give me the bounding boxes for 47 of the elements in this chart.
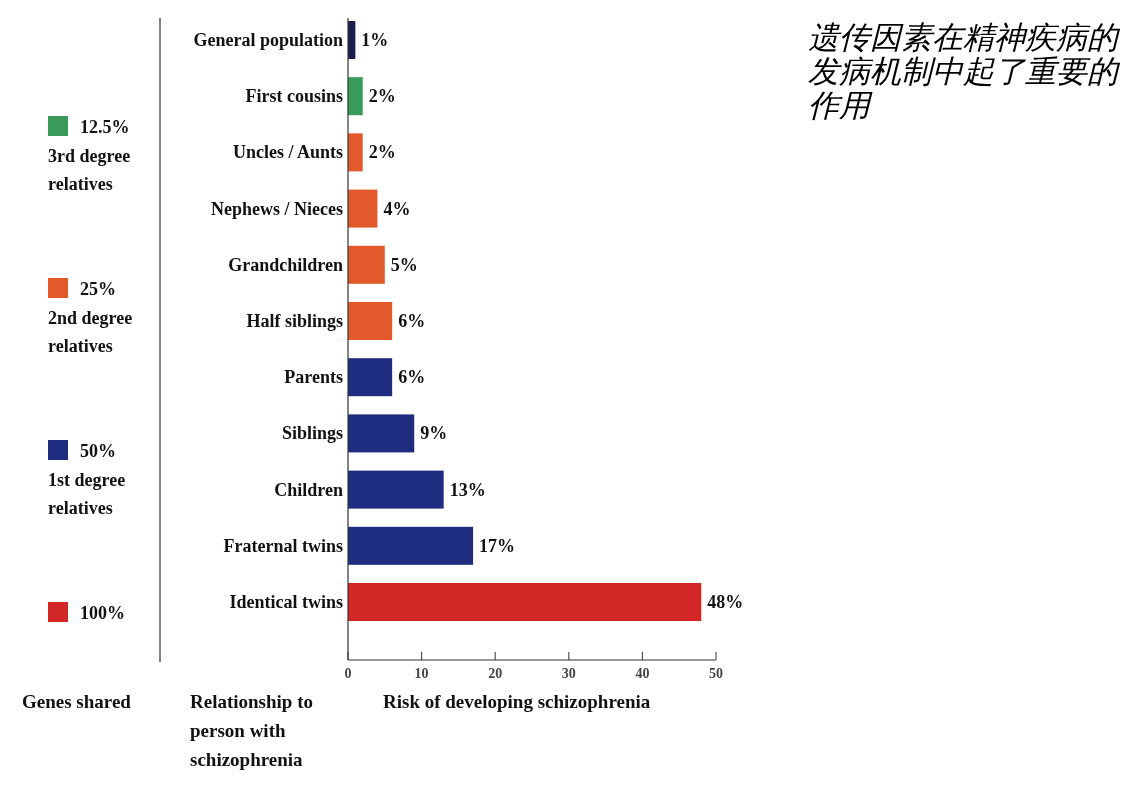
bar xyxy=(348,358,393,397)
data-label: 6% xyxy=(398,367,426,388)
y-tick-label: Half siblings xyxy=(246,311,343,331)
bar xyxy=(348,414,415,453)
y-tick-label: Nephews / Nieces xyxy=(211,198,343,219)
y-tick-label: Fraternal twins xyxy=(223,535,343,556)
y-tick-label: Uncles / Aunts xyxy=(232,142,343,163)
y-tick-label: Children xyxy=(274,479,343,500)
y-tick-label: Parents xyxy=(284,367,343,388)
bar xyxy=(348,526,474,565)
text: 遗传因素在精神疾病的发病机制中起了重要的作用 xyxy=(808,19,1121,123)
data-label: 5% xyxy=(390,254,418,275)
x-tick-label: 50 xyxy=(709,666,723,681)
y-tick-label: Identical twins xyxy=(229,592,343,612)
y-tick-label: General population xyxy=(193,30,343,50)
data-label: 6% xyxy=(398,311,426,331)
text: 3rd degree relatives xyxy=(48,146,131,194)
data-label: 9% xyxy=(420,423,448,444)
y-tick-label: Siblings xyxy=(281,423,343,444)
text: 1st degree relatives xyxy=(48,470,126,518)
bar xyxy=(348,302,393,340)
data-label: 2% xyxy=(368,86,396,107)
text: 2nd degree relatives xyxy=(48,308,133,356)
data-label: 13% xyxy=(449,479,486,500)
bar xyxy=(348,189,378,228)
x-tick-label: 30 xyxy=(561,666,576,681)
x-axis-title: Risk of developing schizophrenia xyxy=(383,691,651,712)
bar xyxy=(348,133,363,172)
legend-title: Genes shared xyxy=(22,691,132,712)
data-label: 1% xyxy=(361,30,389,50)
legend-label: 100% xyxy=(80,603,125,623)
y-tick-label: Grandchildren xyxy=(228,254,343,275)
legend-label: 12.5% xyxy=(80,117,130,137)
x-tick-label: 10 xyxy=(414,666,429,681)
x-tick-label: 20 xyxy=(488,666,503,681)
legend-label: 50% xyxy=(80,441,116,461)
data-label: 17% xyxy=(479,535,516,556)
y-tick-label: First cousins xyxy=(245,86,343,107)
bar xyxy=(348,245,385,284)
x-tick-label: 0 xyxy=(344,666,352,681)
data-label: 2% xyxy=(368,142,396,163)
bar xyxy=(348,470,444,509)
y-axis-title: Relationship to person with schizophrenia xyxy=(190,691,313,770)
data-label: 4% xyxy=(383,198,411,219)
data-label: 48% xyxy=(707,592,744,612)
legend-label: 25% xyxy=(80,279,116,299)
x-tick-label: 40 xyxy=(635,666,650,681)
